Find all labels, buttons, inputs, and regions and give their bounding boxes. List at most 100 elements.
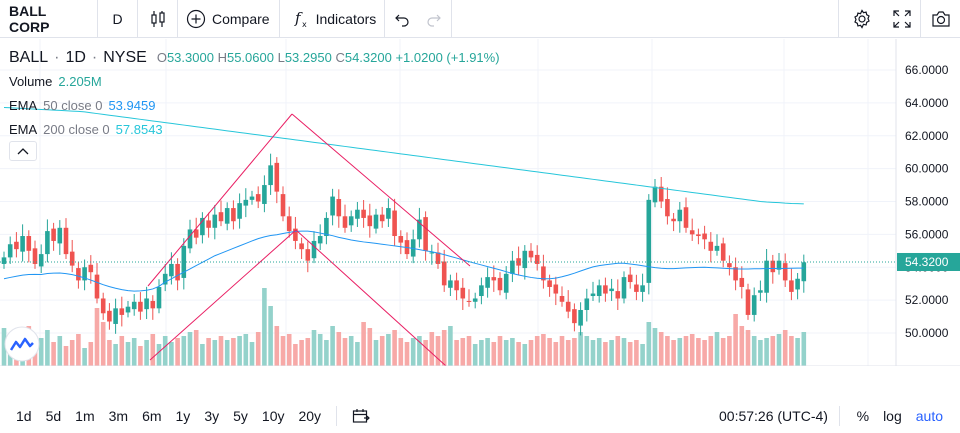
low-value: 53.2950 [284, 50, 332, 65]
volume-bar [249, 342, 255, 366]
candle-body [497, 277, 503, 291]
volume-bar [255, 332, 261, 366]
legend-interval: 1D [65, 49, 86, 66]
volume-bar [559, 336, 565, 366]
candle-body [429, 252, 435, 254]
volume-bar [584, 336, 590, 366]
settings-button[interactable] [838, 0, 884, 38]
chevron-up-icon [17, 148, 29, 155]
volume-bar [293, 344, 298, 366]
chart-type-button[interactable] [138, 0, 178, 38]
candle-body [491, 277, 497, 281]
candle-body [522, 250, 528, 269]
interval-label: D [112, 10, 123, 27]
volume-bar [503, 340, 509, 366]
volume-bar [156, 344, 162, 366]
percent-scale-button[interactable]: % [856, 407, 870, 424]
log-scale-button[interactable]: log [883, 407, 902, 424]
undo-icon[interactable] [394, 11, 410, 27]
candle-body [683, 207, 689, 228]
ema50-line [3, 230, 804, 292]
calendar-icon [352, 408, 370, 423]
candle-body [596, 285, 602, 297]
legend-exchange: NYSE [103, 49, 147, 66]
volume-bar [386, 334, 391, 366]
ema200-params: 200 close 0 [43, 122, 110, 137]
auto-scale-button[interactable]: auto [915, 407, 943, 424]
tradingview-logo[interactable] [4, 326, 40, 362]
volume-bar [193, 330, 199, 366]
compare-button[interactable]: Compare [178, 0, 280, 38]
volume-bar [373, 340, 379, 366]
candle-body [305, 249, 311, 261]
low-label: L [277, 50, 285, 65]
go-to-date-button[interactable] [345, 402, 377, 430]
candle-body [361, 209, 366, 218]
candle-body [156, 286, 162, 309]
interval-button[interactable]: D [98, 0, 138, 38]
volume-bar [720, 338, 726, 366]
range-button-1m[interactable]: 1m [75, 407, 95, 424]
collapse-legend-button[interactable] [9, 141, 37, 161]
range-button-3y[interactable]: 3y [204, 407, 220, 424]
candle-body [237, 203, 242, 219]
candle-body [76, 268, 81, 281]
range-button-20y[interactable]: 20y [298, 407, 322, 424]
high-label: H [217, 50, 227, 65]
range-button-1d[interactable]: 1d [16, 407, 32, 424]
ema200-legend-row[interactable]: EMA 200 close 0 57.8543 [9, 118, 500, 142]
volume-bar [175, 338, 180, 366]
volume-bar [751, 336, 757, 366]
range-button-5d[interactable]: 5d [45, 407, 62, 424]
volume-bar [187, 332, 193, 366]
range-button-5y[interactable]: 5y [233, 407, 248, 424]
volume-legend-row[interactable]: Volume 2.205M [9, 70, 500, 94]
candle-body [534, 254, 540, 264]
bottom-toolbar: 1d 5d 1m 3m 6m 1y 3y 5y 10y 20y 00:57:26 (UTC-4) … [0, 398, 960, 433]
range-button-10y[interactable]: 10y [261, 407, 285, 424]
candle-body [510, 260, 515, 274]
volume-bar [708, 336, 714, 366]
volume-bar [311, 330, 317, 366]
volume-bar [63, 346, 69, 366]
candle-body [485, 277, 490, 288]
candle-body [280, 194, 286, 217]
trendline [295, 229, 447, 366]
volume-bar [472, 344, 478, 366]
volume-bar [491, 342, 497, 366]
volume-bar [689, 334, 695, 366]
ema50-legend-row[interactable]: EMA 50 close 0 53.9459 [9, 94, 500, 118]
range-button-3m[interactable]: 3m [108, 407, 129, 424]
candle-body [466, 300, 472, 302]
candle-body [441, 261, 447, 286]
price-chart[interactable]: 66.0000 64.0000 62.0000 60.0000 58.0000 56.00… [0, 39, 960, 366]
volume-bar [125, 342, 131, 366]
volume-bar [51, 342, 56, 366]
fullscreen-button[interactable] [884, 0, 920, 38]
volume-bar [683, 336, 689, 366]
volume-bar [435, 336, 441, 366]
candle-body [7, 244, 13, 258]
volume-bar [627, 342, 633, 366]
ema50-value: 53.9459 [108, 98, 156, 113]
range-button-1y[interactable]: 1y [175, 407, 191, 424]
volume-bar [367, 328, 373, 366]
volume-bar [200, 344, 205, 366]
range-button-6m[interactable]: 6m [142, 407, 162, 424]
volume-bar [646, 322, 652, 366]
symbol-search-button[interactable]: BALL CORP [0, 0, 98, 38]
plus-circle-icon [186, 9, 206, 28]
volume-bar [733, 314, 738, 366]
range-buttons: 1d 5d 1m 3m 6m 1y 3y 5y 10y 20y [0, 402, 328, 430]
snapshot-button[interactable] [920, 0, 960, 38]
volume-bar [615, 336, 621, 366]
candle-body [200, 217, 205, 236]
candle-body [262, 185, 267, 204]
volume-bar [454, 340, 459, 366]
volume-bar [131, 338, 137, 366]
logo-mark [9, 337, 34, 351]
redo-icon[interactable] [426, 11, 442, 27]
candle-body [435, 252, 441, 264]
